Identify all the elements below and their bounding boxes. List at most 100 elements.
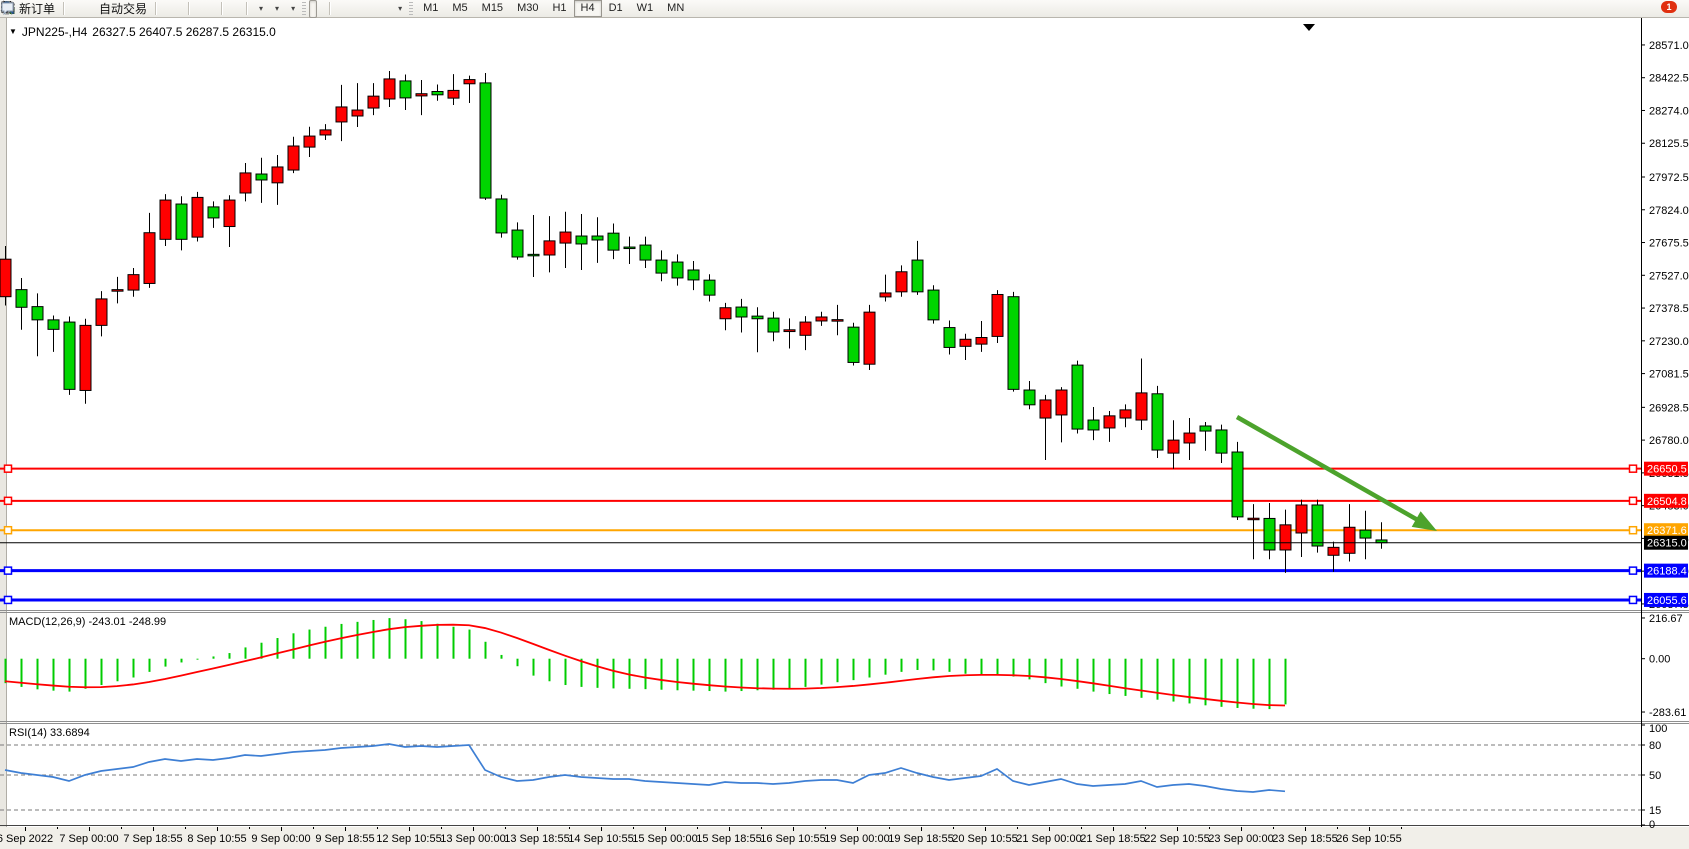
svg-text:26055.6: 26055.6 [1647, 595, 1687, 607]
bar-chart-button[interactable] [2, 0, 168, 18]
line-chart-button[interactable] [1, 0, 184, 18]
candle [207, 201, 220, 228]
market-watch-button[interactable] [1, 0, 84, 18]
tf-button-h4[interactable]: H4 [573, 0, 602, 17]
candle [1183, 418, 1196, 460]
line-handle[interactable] [3, 464, 13, 473]
search-button[interactable] [1, 0, 1660, 18]
tile-windows-button[interactable] [1, 0, 217, 18]
candle [1359, 510, 1372, 560]
candle [895, 265, 908, 297]
candle [399, 74, 412, 111]
candle [271, 155, 284, 205]
candle [1103, 410, 1116, 442]
candle [1087, 407, 1100, 441]
candlestick-chart-button[interactable] [2, 0, 176, 18]
vertical-line-tool-button[interactable] [6, 0, 342, 18]
candle [1151, 385, 1164, 458]
candle [991, 290, 1004, 344]
line-handle[interactable] [3, 595, 13, 605]
candle [1007, 291, 1020, 392]
tf-button-m15[interactable]: M15 [481, 2, 504, 14]
svg-text:15 Sep 18:55: 15 Sep 18:55 [696, 833, 761, 845]
tf-button-w1[interactable]: W1 [636, 2, 654, 14]
line-handle[interactable] [3, 525, 13, 535]
new-order-button[interactable]: 新订单 [1, 0, 59, 18]
candle [1311, 499, 1324, 553]
candle [799, 316, 812, 351]
tf-button-h1[interactable]: H1 [552, 2, 567, 14]
svg-text:19 Sep 00:00: 19 Sep 00:00 [824, 833, 889, 845]
auto-scroll-button[interactable] [2, 0, 234, 18]
line-handle[interactable] [3, 496, 13, 506]
toolbar-grip[interactable] [409, 2, 414, 15]
svg-text:0.00: 0.00 [1649, 654, 1670, 666]
tf-button-d1[interactable]: D1 [608, 2, 623, 14]
trendline-tool-button[interactable] [1, 0, 358, 18]
cursor-tool-button[interactable] [3, 0, 318, 18]
candle [95, 291, 108, 337]
line-handles[interactable] [3, 464, 1638, 605]
svg-text:15: 15 [1649, 805, 1661, 817]
channel-tool-button[interactable]: E [0, 0, 366, 18]
svg-text:26188.4: 26188.4 [1647, 566, 1687, 578]
notifications-button[interactable]: 1 [1, 0, 1687, 18]
horizontal-line-tool-button[interactable] [1, 0, 350, 18]
shift-marker-icon[interactable] [1303, 24, 1315, 31]
templates-button[interactable]: ▾ [1, 0, 299, 18]
zoom-out-button[interactable] [1, 0, 209, 18]
auto-trading-button[interactable]: 自动交易 [1, 0, 151, 18]
line-handle[interactable] [1628, 595, 1638, 605]
candle [495, 194, 508, 238]
svg-text:12 Sep 10:55: 12 Sep 10:55 [376, 833, 441, 845]
trend-arrow[interactable] [1235, 415, 1437, 531]
pane-separators[interactable] [0, 610, 1689, 826]
navigator-button[interactable] [1, 0, 92, 18]
svg-text:26315.0: 26315.0 [1647, 538, 1687, 550]
zoom-in-button[interactable] [1, 0, 201, 18]
candle [735, 298, 748, 333]
candle [143, 212, 156, 288]
chart-shift-button[interactable] [2, 0, 242, 18]
tf-button-m5[interactable]: M5 [452, 2, 468, 14]
time-axis[interactable]: 6 Sep 2022 7 Sep 00:00 7 Sep 18:55 8 Sep 10… [0, 827, 1402, 845]
line-handle[interactable] [3, 566, 13, 575]
candle [1199, 422, 1212, 451]
periods-button[interactable]: ▾ [1, 0, 283, 18]
dropdown-arrow-icon: ▾ [275, 4, 280, 13]
macd-indicator-label: MACD(12,26,9) -243.01 -248.99 [9, 616, 167, 628]
line-handle[interactable] [1628, 525, 1638, 535]
tf-button-m30[interactable]: M30 [517, 2, 539, 14]
tf-button-mn[interactable]: MN [667, 2, 685, 14]
candle [847, 322, 860, 366]
line-handle[interactable] [1628, 464, 1638, 473]
arrows-tool-button[interactable]: ▾ [4, 0, 406, 18]
indicators-button[interactable]: ▾ [1, 0, 267, 18]
line-handle[interactable] [1628, 566, 1638, 575]
symbol-dropdown-icon[interactable]: ▼ [9, 26, 17, 36]
rsi-pane: 100 80 50 15 0 [0, 723, 1667, 831]
svg-text:21 Sep 00:00: 21 Sep 00:00 [1016, 833, 1081, 845]
fibonacci-tool-button[interactable]: F [1, 0, 374, 18]
svg-text:23 Sep 00:00: 23 Sep 00:00 [1208, 833, 1273, 845]
line-handle[interactable] [1628, 496, 1638, 506]
price-line-label: 26188.4 [1644, 563, 1688, 578]
dropdown-arrow-icon: ▾ [259, 4, 264, 13]
candle [431, 84, 444, 101]
candle [671, 254, 684, 286]
candle [463, 75, 476, 103]
symbols-button[interactable] [1, 0, 76, 18]
candle [1055, 387, 1068, 443]
svg-text:80: 80 [1649, 740, 1661, 752]
horizontal-line-objects[interactable] [0, 467, 1641, 602]
text-tool-button[interactable]: A [3, 0, 382, 18]
candle [111, 276, 124, 304]
candle [415, 80, 428, 116]
crosshair-tool-button[interactable] [1, 0, 325, 18]
toolbar-grip[interactable] [302, 2, 307, 15]
candle [223, 195, 236, 248]
tf-button-m1[interactable]: M1 [423, 2, 439, 14]
svg-text:28571.0: 28571.0 [1649, 40, 1689, 52]
text-label-tool-button[interactable]: T [1, 0, 390, 18]
